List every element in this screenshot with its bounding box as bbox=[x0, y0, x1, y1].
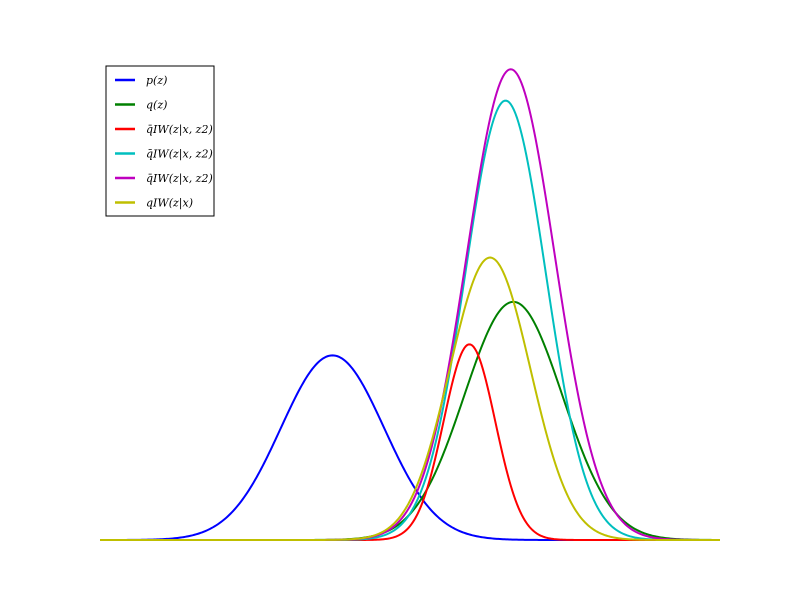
legend-box bbox=[105, 65, 215, 217]
legend-label-1: q(z) bbox=[146, 99, 167, 112]
legend: p(z) q(z) q̄IW(z|x, z2) q̄IW(z|x, z2) q̄IW(z… bbox=[105, 65, 215, 217]
series-line-2 bbox=[100, 343, 720, 541]
legend-label-3: q̄IW(z|x, z2) bbox=[146, 148, 213, 162]
legend-label-0: p(z) bbox=[146, 74, 167, 87]
series-line-5 bbox=[100, 256, 720, 541]
legend-label-2: q̄IW(z|x, z2) bbox=[146, 123, 213, 137]
plot-area bbox=[100, 68, 721, 541]
legend-label-4: q̄IW(z|x, z2) bbox=[146, 172, 213, 186]
legend-label-5: qIW(z|x) bbox=[146, 197, 193, 211]
